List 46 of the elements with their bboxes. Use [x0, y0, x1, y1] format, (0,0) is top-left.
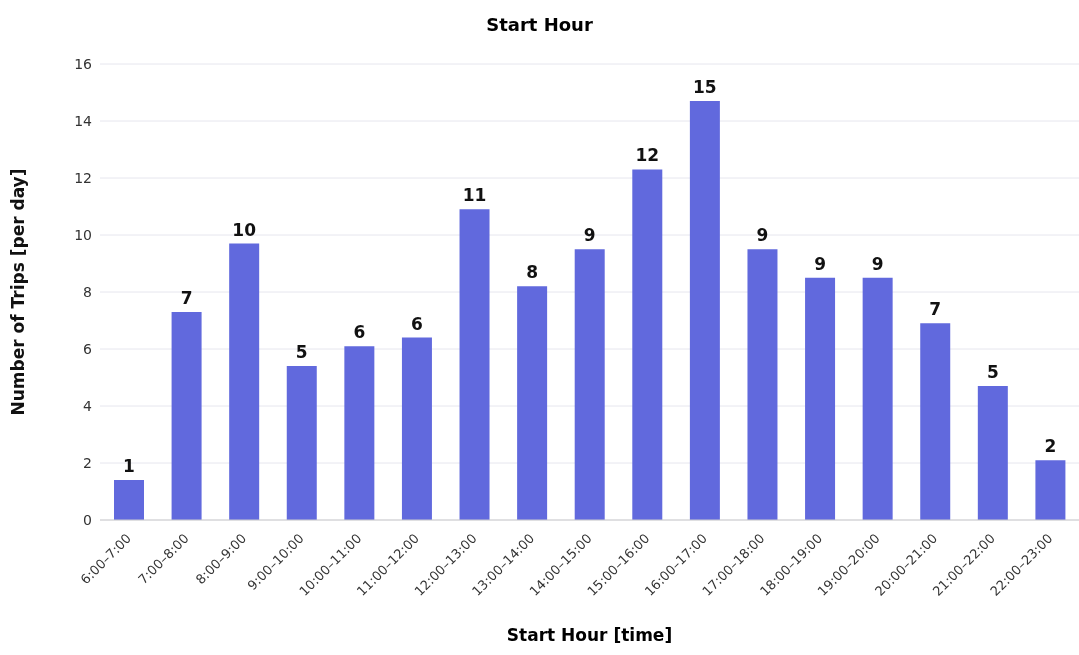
bar: [114, 480, 144, 520]
bar: [920, 323, 951, 520]
data-label: 12: [635, 145, 660, 166]
data-label: 11: [462, 185, 487, 206]
chart-title: Start Hour: [485, 14, 594, 35]
bar: [689, 101, 720, 520]
bar: [977, 386, 1008, 520]
y-tick-label: 0: [83, 511, 92, 528]
bar: [459, 209, 490, 520]
data-label: 8: [526, 262, 539, 283]
y-tick-label: 4: [83, 397, 93, 414]
data-label: 9: [583, 225, 596, 246]
bar: [344, 346, 375, 520]
bar: [1035, 460, 1066, 520]
data-label: 5: [986, 362, 999, 383]
bar: [229, 243, 260, 520]
x-axis-title: Start Hour [time]: [505, 625, 674, 645]
bar: [171, 311, 202, 520]
y-tick-label: 14: [74, 112, 93, 129]
bar: [286, 366, 317, 520]
bar: [747, 249, 778, 520]
y-tick-label: 2: [83, 454, 92, 471]
bar: [805, 277, 836, 520]
y-tick-label: 10: [74, 226, 92, 243]
data-label: 9: [814, 253, 826, 274]
y-tick-label: 8: [83, 283, 92, 300]
data-label: 1: [123, 456, 135, 477]
bar: [517, 286, 548, 520]
data-label: 5: [295, 342, 308, 363]
y-tick-label: 6: [83, 340, 93, 357]
data-label: 6: [353, 322, 366, 343]
data-label: 15: [693, 77, 717, 98]
bar: [401, 337, 432, 520]
data-label: 6: [411, 313, 423, 334]
y-tick-label: 12: [74, 169, 92, 186]
bar: [574, 249, 605, 520]
bar: [862, 277, 893, 520]
y-tick-label: 16: [74, 55, 93, 72]
data-label: 9: [871, 253, 884, 274]
y-axis-title: Number of Trips [per day]: [8, 168, 29, 416]
data-label: 10: [232, 219, 257, 240]
data-label: 2: [1044, 436, 1057, 457]
data-label: 9: [756, 225, 769, 246]
data-label: 7: [929, 299, 942, 320]
bar: [632, 169, 663, 520]
data-label: 7: [180, 287, 193, 308]
